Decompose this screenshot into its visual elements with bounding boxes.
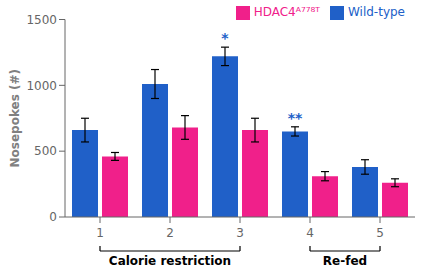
html-text:HDAC4ᴬ⁷⁷⁸ᵀ: HDAC4ᴬ⁷⁷⁸ᵀ xyxy=(253,5,320,19)
svg-text:500: 500 xyxy=(34,144,57,158)
svg-text:5: 5 xyxy=(376,226,384,240)
svg-text:1500: 1500 xyxy=(26,13,57,27)
svg-text:2: 2 xyxy=(166,226,174,240)
svg-text:Nosepokes (#): Nosepokes (#) xyxy=(8,69,22,168)
svg-text:0: 0 xyxy=(49,210,57,224)
html-text:Wild-type: Wild-type xyxy=(348,5,405,19)
svg-text:Calorie restriction: Calorie restriction xyxy=(109,254,231,268)
svg-text:1000: 1000 xyxy=(26,79,57,93)
svg-text:Re-fed: Re-fed xyxy=(323,254,367,268)
svg-text:*: * xyxy=(221,30,229,46)
svg-text:4: 4 xyxy=(306,226,314,240)
svg-text:3: 3 xyxy=(236,226,244,240)
svg-text:1: 1 xyxy=(96,226,104,240)
svg-text:**: ** xyxy=(288,110,303,126)
